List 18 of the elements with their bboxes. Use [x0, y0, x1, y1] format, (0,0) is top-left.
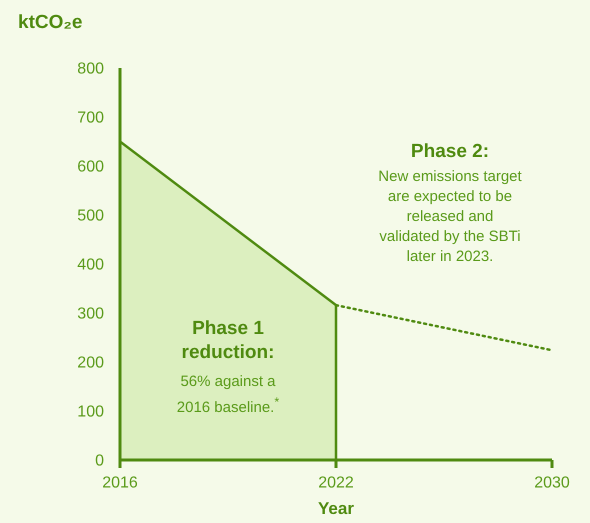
y-tick-label: 800 [77, 60, 104, 78]
y-axis-title: ktCO₂e [18, 12, 82, 34]
annotation: Phase 2: [410, 140, 490, 164]
y-tick-label: 600 [77, 158, 104, 176]
x-tick-label: 2016 [102, 474, 138, 492]
annotation: New emissions target are expected to be released and validated by the SBTi later in 2023. [377, 167, 523, 267]
y-tick-label: 700 [77, 110, 104, 127]
x-tick-label: 2022 [318, 474, 354, 492]
annotation: Phase 1 reduction: [180, 317, 276, 365]
annotation: 56% against a 2016 baseline.$^{*}$ [176, 372, 280, 418]
y-tick-label: 200 [77, 354, 104, 372]
y-tick-label: 400 [77, 256, 104, 274]
x-axis-title: Year [318, 499, 354, 518]
x-tick-label: 2030 [534, 474, 570, 492]
y-tick-label: 0 [95, 452, 104, 470]
y-tick-label: 100 [77, 404, 104, 421]
y-tick-label: 300 [77, 306, 104, 323]
y-tick-label: 500 [77, 208, 104, 225]
